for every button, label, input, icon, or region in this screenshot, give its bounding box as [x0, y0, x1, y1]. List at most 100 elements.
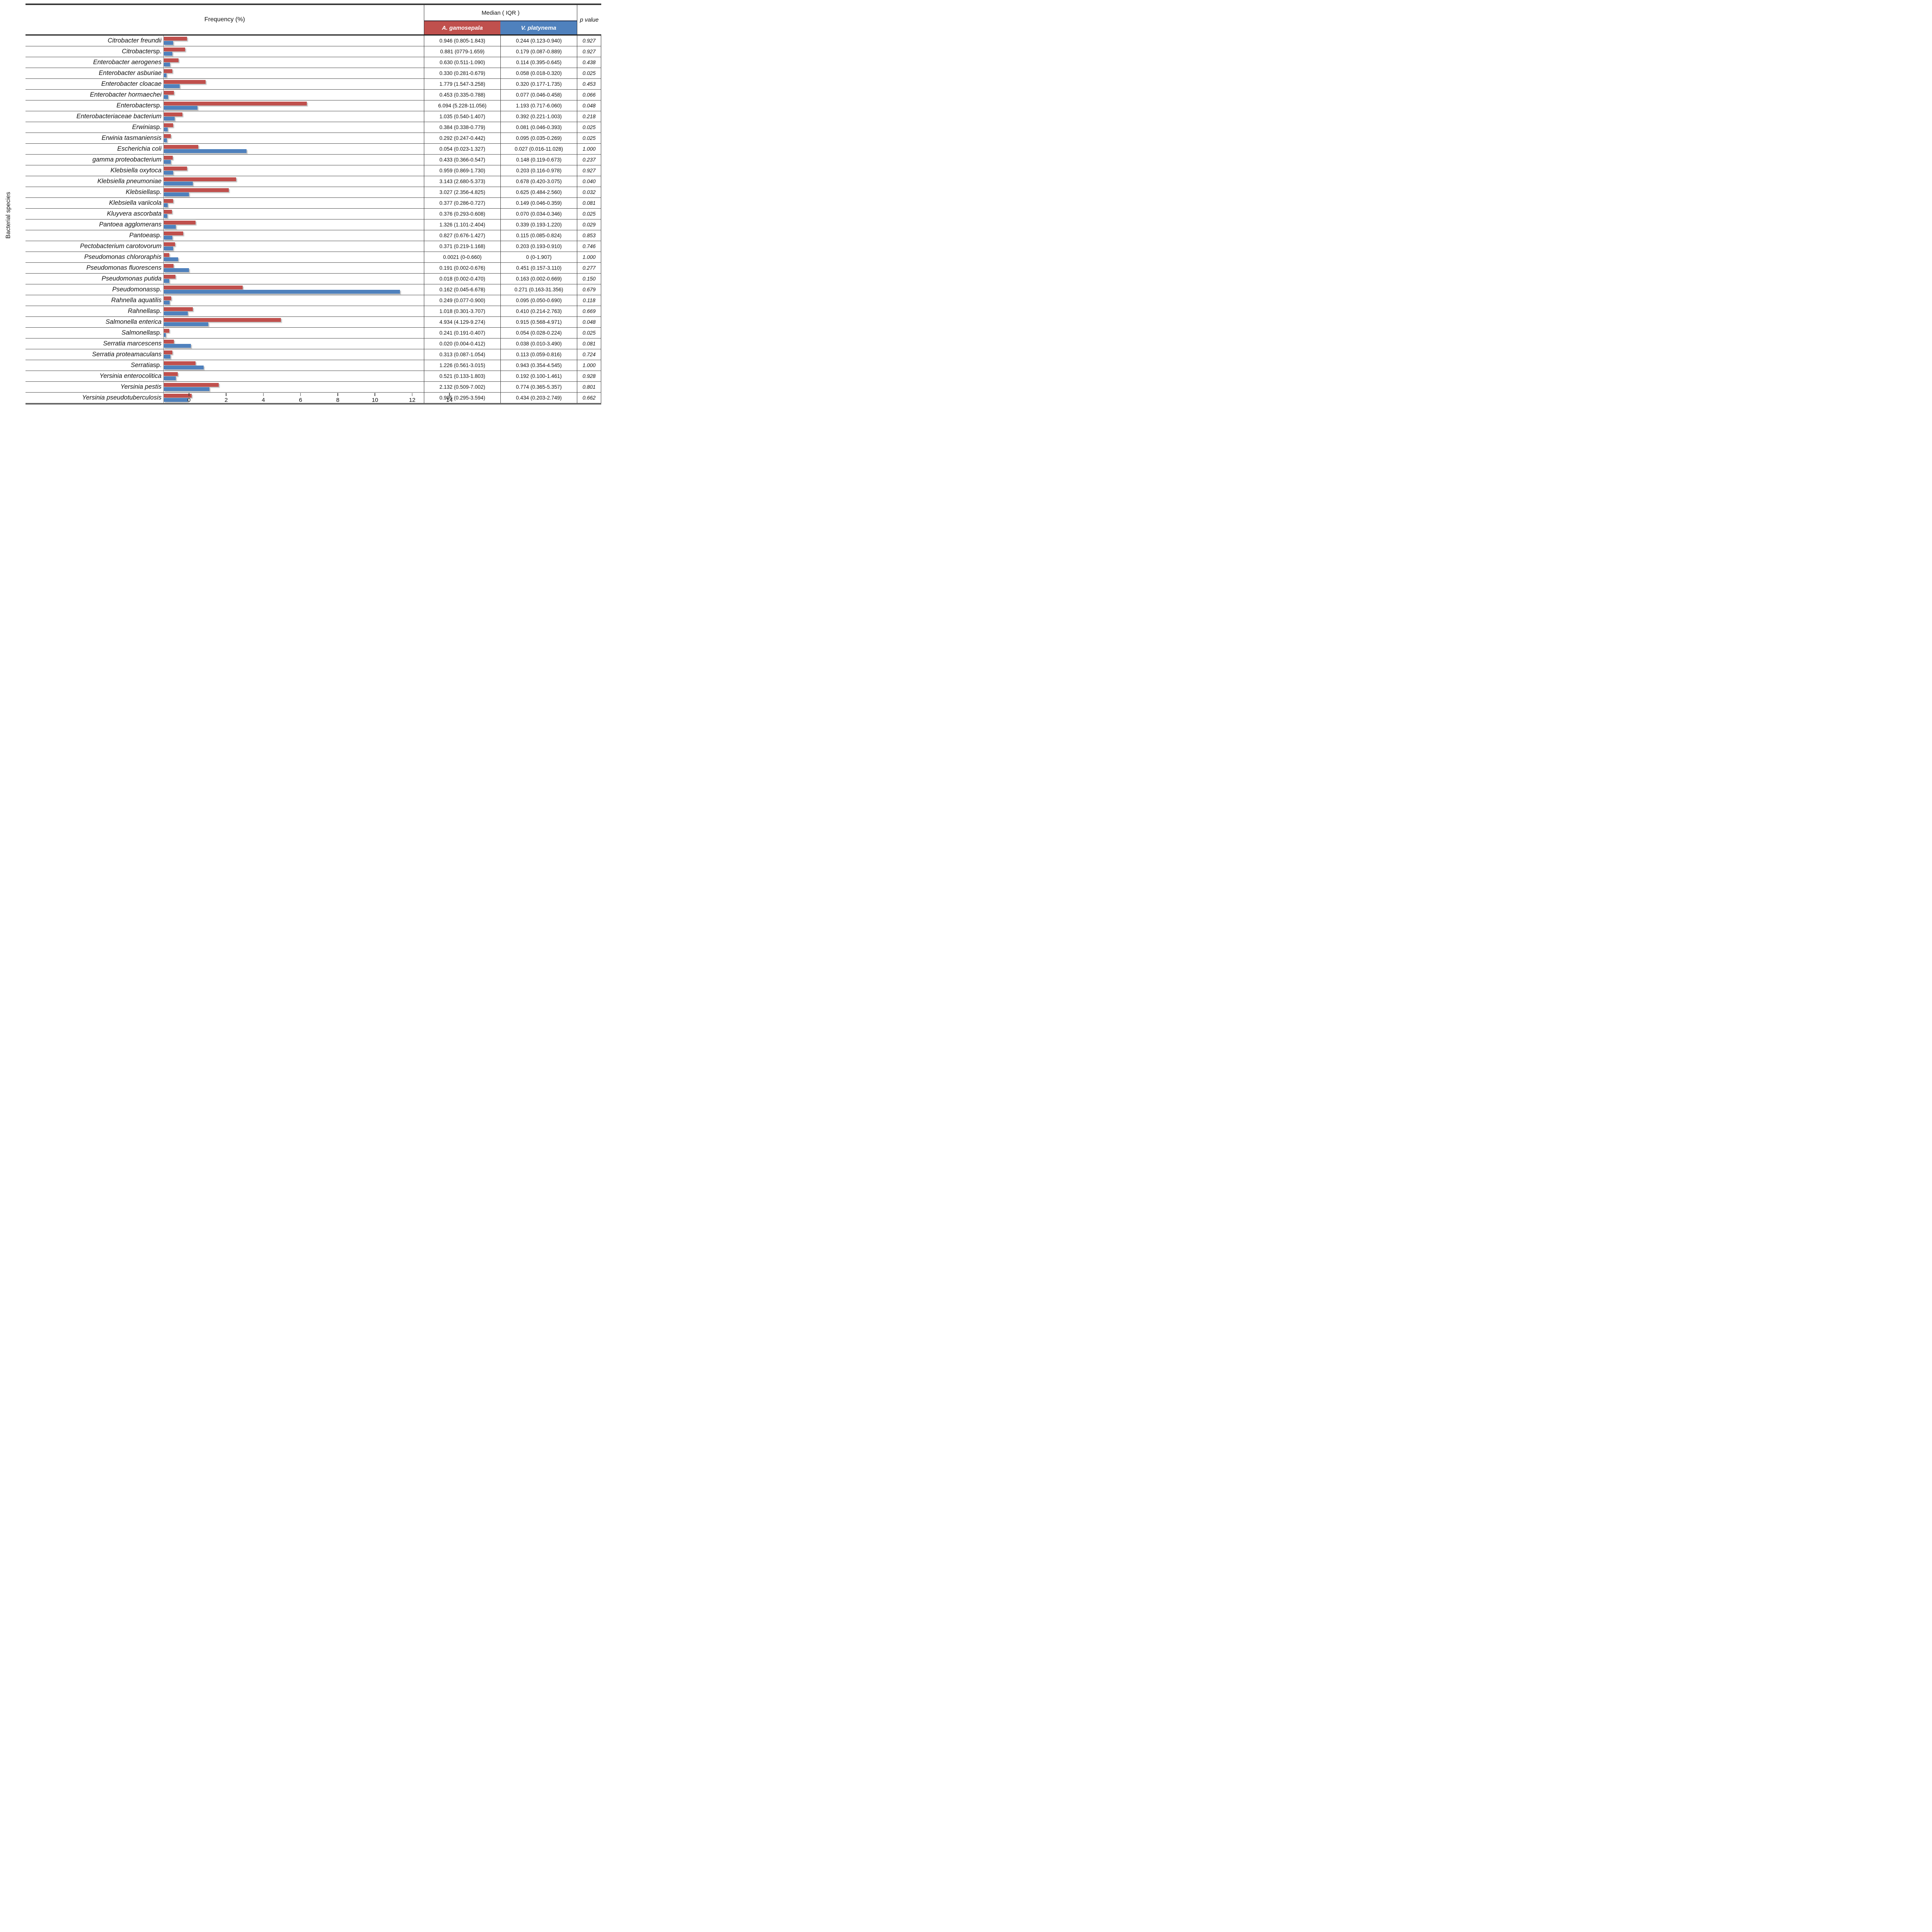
x-axis-tick [412, 393, 413, 396]
species-name: Serratia proteamaculans [26, 349, 163, 360]
p-value: 0.025 [577, 122, 601, 133]
p-value: 0.081 [577, 198, 601, 208]
species-name-italic: Citrobacter [122, 48, 153, 55]
species-name: Enterobacter cloacae [26, 79, 163, 89]
table-row: Yersinia pseudotuberculosis 0.995 (0.295-… [26, 393, 601, 403]
species-name-roman: sp. [153, 308, 162, 315]
species-name: Klebsiella oxytoca [26, 165, 163, 176]
bar-chart-cell [163, 360, 424, 371]
table-row: Enterobacter hormaechei 0.453 (0.335-0.78… [26, 90, 601, 100]
median-group-a: 3.027 (2.356-4.825) [424, 187, 500, 197]
x-axis-tick-label: 4 [262, 397, 265, 403]
median-group-b: 0.451 (0.157-3.110) [500, 263, 577, 273]
bar-group-b [164, 214, 168, 218]
species-name: gamma proteobacterium [26, 155, 163, 165]
species-name-italic: Enterobacter asburiae [99, 70, 162, 77]
species-name: Pseudomonas chlororaphis [26, 252, 163, 262]
bar-chart-cell [163, 176, 424, 187]
species-name-roman: sp. [153, 232, 162, 239]
species-name: Klebsiella sp. [26, 187, 163, 197]
species-name-italic: Enterobacter aerogenes [93, 59, 162, 66]
species-name-italic: Pantoea [129, 232, 153, 239]
median-group-b: 0.678 (0.420-3.075) [500, 176, 577, 187]
species-name: Enterobacter hormaechei [26, 90, 163, 100]
median-group-b: 0.320 (0.177-1.735) [500, 79, 577, 89]
bar-chart-cell [163, 252, 424, 262]
median-group-a: 0.995 (0.295-3.594) [424, 393, 500, 403]
bar-group-b [164, 300, 170, 304]
species-name-italic: Pseudomonas [112, 286, 153, 293]
median-group-b: 0.434 (0.203-2.749) [500, 393, 577, 403]
species-name: Rahnella aquatilis [26, 295, 163, 306]
median-group-a: 0.018 (0.002-0.470) [424, 274, 500, 284]
p-value: 0.025 [577, 328, 601, 338]
table-row: Escherichia coli 0.054 (0.023-1.327) 0.027… [26, 144, 601, 155]
p-value: 0.669 [577, 306, 601, 316]
median-group-a: 0.020 (0.004-0.412) [424, 338, 500, 349]
median-group-a: 0.946 (0.805-1.843) [424, 36, 500, 46]
p-value: 0.746 [577, 241, 601, 252]
median-group-b: 0.192 (0.100-1.461) [500, 371, 577, 381]
p-value: 0.025 [577, 68, 601, 78]
bar-group-a [164, 340, 174, 344]
median-group-b: 0.179 (0.087-0.889) [500, 46, 577, 57]
median-group-a: 0.453 (0.335-0.788) [424, 90, 500, 100]
species-name: Yersinia pestis [26, 382, 163, 392]
bar-chart-cell [163, 209, 424, 219]
species-name: Enterobacter aerogenes [26, 57, 163, 68]
median-group-b: 0.095 (0.035-0.269) [500, 133, 577, 143]
species-name: Yersinia pseudotuberculosis [26, 393, 163, 403]
median-group-b: 0.774 (0.365-5.357) [500, 382, 577, 392]
bar-chart-cell [163, 90, 424, 100]
median-group-a: 0.376 (0.293-0.608) [424, 209, 500, 219]
table-row: Klebsiella variicola 0.377 (0.286-0.727) 0… [26, 198, 601, 209]
bar-group-a [164, 275, 176, 279]
species-name-italic: Enterobacter cloacae [101, 80, 162, 87]
species-name-italic: Salmonella enterica [105, 318, 162, 325]
median-group-a: 0.249 (0.077-0.900) [424, 295, 500, 306]
bar-chart-cell [163, 382, 424, 392]
bar-group-b [164, 149, 247, 153]
x-axis-tick [374, 393, 376, 396]
p-value: 0.662 [577, 393, 601, 403]
bar-chart-cell [163, 57, 424, 68]
bar-group-b [164, 203, 168, 207]
p-value: 0.438 [577, 57, 601, 68]
median-group-b: 0.058 (0.018-0.320) [500, 68, 577, 78]
bar-group-a [164, 177, 236, 181]
species-name-italic: Salmonella [121, 329, 153, 336]
species-name: Escherichia coli [26, 144, 163, 154]
table-row: Yersinia pestis 2.132 (0.509-7.002) 0.774 … [26, 382, 601, 393]
table-row: Enterobacter aerogenes 0.630 (0.511-1.090… [26, 57, 601, 68]
bar-group-b [164, 105, 197, 110]
p-value: 1.000 [577, 144, 601, 154]
table-row: Erwinia tasmaniensis 0.292 (0.247-0.442) 0… [26, 133, 601, 144]
species-name: Klebsiella pneumoniae [26, 176, 163, 187]
median-group-a: 0.0021 (0-0.660) [424, 252, 500, 262]
bar-group-a [164, 134, 171, 138]
median-group-b: 0.943 (0.354-4.545) [500, 360, 577, 371]
median-group-a: 2.132 (0.509-7.002) [424, 382, 500, 392]
bar-group-a [164, 372, 178, 376]
species-name: Kluyvera ascorbata [26, 209, 163, 219]
species-name-roman: sp. [153, 362, 162, 369]
p-value: 0.724 [577, 349, 601, 360]
table-row: Pantoea sp. 0.827 (0.676-1.427) 0.115 (0.0… [26, 230, 601, 241]
bar-chart-cell [163, 219, 424, 230]
bar-group-a [164, 253, 170, 257]
bar-group-b [164, 376, 176, 380]
p-value: 0.453 [577, 79, 601, 89]
bar-group-a [164, 80, 206, 84]
species-name-italic: Citrobacter freundii [107, 37, 162, 44]
bar-chart-cell [163, 230, 424, 241]
species-name-italic: Rahnella aquatilis [111, 297, 162, 304]
bar-group-a [164, 210, 172, 214]
species-name: Serratia sp. [26, 360, 163, 371]
bar-chart-cell [163, 165, 424, 176]
table-row: Enterobacter cloacae 1.779 (1.547-3.258) 0… [26, 79, 601, 90]
species-name-italic: Rahnella [128, 308, 153, 315]
group-a-header: A. gamosepala [424, 20, 500, 34]
table-row: Enterobacter sp. 6.094 (5.228-11.056) 1.19… [26, 100, 601, 111]
bar-group-a [164, 156, 173, 160]
species-name: Salmonella enterica [26, 317, 163, 327]
